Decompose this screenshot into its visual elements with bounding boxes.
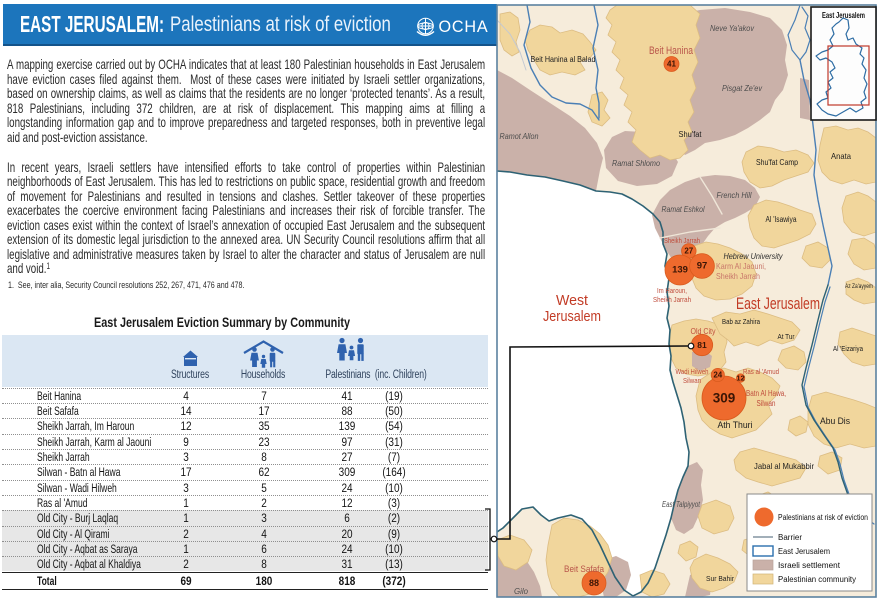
svg-text:Al 'Isawiya: Al 'Isawiya [766,215,797,224]
svg-text:Sheikh Jarrah: Sheikh Jarrah [716,271,760,281]
svg-text:East Jerusalem: East Jerusalem [778,547,830,556]
svg-text:East Jerusalem: East Jerusalem [822,11,865,20]
svg-text:Wadi Hilweh: Wadi Hilweh [676,367,709,376]
svg-text:Silwan: Silwan [683,376,701,385]
svg-text:Ramat Eshkol: Ramat Eshkol [662,204,706,214]
svg-text:Israeli settlement: Israeli settlement [778,561,841,570]
svg-text:Jabal al Mukabbir: Jabal al Mukabbir [754,461,814,471]
svg-text:Jerusalem: Jerusalem [543,308,601,325]
svg-text:Sheikh Jarrah: Sheikh Jarrah [664,236,700,245]
svg-text:Gilo: Gilo [514,587,529,596]
svg-text:Az Za'ayyem: Az Za'ayyem [845,283,873,290]
svg-text:81: 81 [697,340,707,350]
svg-text:Ras al 'Amud: Ras al 'Amud [743,367,779,376]
svg-text:24: 24 [713,371,722,380]
svg-text:12: 12 [736,374,744,383]
svg-text:East Talpiyyot: East Talpiyyot [662,500,701,509]
svg-text:41: 41 [667,60,676,69]
svg-text:Karm Al Jaouni,: Karm Al Jaouni, [716,261,766,271]
svg-text:Beit Hanina: Beit Hanina [649,45,694,57]
svg-text:Sur Bahir: Sur Bahir [706,574,734,583]
svg-text:Sheikh Jarrah: Sheikh Jarrah [653,295,691,304]
svg-text:At Tur: At Tur [778,332,795,341]
svg-text:Barrier: Barrier [778,533,802,542]
svg-text:Shu'fat: Shu'fat [679,130,703,139]
svg-text:East Jerusalem: East Jerusalem [736,294,820,313]
svg-text:309: 309 [713,391,736,406]
svg-text:Shu'fat Camp: Shu'fat Camp [756,157,798,167]
svg-text:Ath Thuri: Ath Thuri [718,420,753,431]
svg-text:139: 139 [672,265,688,276]
svg-text:Silwan: Silwan [757,399,776,408]
svg-text:97: 97 [697,261,708,272]
svg-text:Al 'Eizariya: Al 'Eizariya [833,346,863,353]
svg-text:88: 88 [589,578,599,588]
svg-text:Palestinians at risk of evicti: Palestinians at risk of eviction [778,513,868,522]
svg-text:Bab az Zahira: Bab az Zahira [722,317,761,326]
svg-text:Hebrew University: Hebrew University [724,251,784,261]
svg-text:Abu Dis: Abu Dis [820,416,850,426]
svg-text:27: 27 [684,247,693,256]
svg-text:Ramot Allon: Ramot Allon [500,131,539,141]
svg-text:Ramat Shlomo: Ramat Shlomo [612,158,660,168]
svg-text:West: West [556,292,589,309]
svg-text:Anata: Anata [831,151,851,161]
svg-text:Old City: Old City [691,327,716,336]
svg-text:Batn Al Hawa,: Batn Al Hawa, [746,389,786,398]
svg-text:Beit Safafa: Beit Safafa [564,564,604,574]
svg-text:Beit Hanina al Balad: Beit Hanina al Balad [531,55,596,64]
svg-text:Neve Ya'akov: Neve Ya'akov [710,23,755,33]
svg-text:French Hill: French Hill [717,190,753,200]
svg-text:Palestinian community: Palestinian community [778,575,856,584]
svg-text:OCHA: OCHA [439,18,489,36]
svg-text:Im Haroun,: Im Haroun, [657,286,687,295]
svg-text:Pisgat Ze'ev: Pisgat Ze'ev [722,83,763,93]
